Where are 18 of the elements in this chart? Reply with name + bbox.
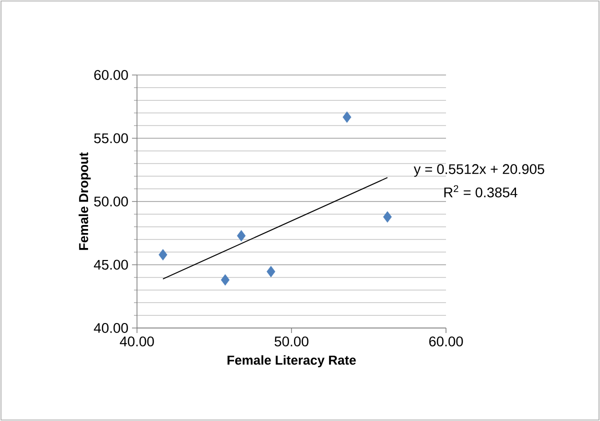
point: [220, 274, 230, 286]
y-tick-label: 40.00: [94, 323, 128, 333]
point: [383, 211, 392, 223]
y-tick-label: 50.00: [94, 196, 128, 206]
point: [158, 249, 168, 260]
x-tick-label: 40.00: [120, 336, 154, 346]
x-tick-label: 60.00: [429, 336, 463, 346]
point: [342, 111, 352, 123]
y-tick-label: 45.00: [94, 260, 128, 270]
point: [266, 266, 276, 278]
y-tick-label: 60.00: [94, 70, 128, 80]
annotation: R$^{2}$ = 0.3854: [444, 185, 518, 198]
x-tick-label: 50.00: [274, 336, 308, 346]
point: [236, 230, 246, 242]
x-axis-title: Female Literacy Rate: [228, 355, 356, 368]
y-tick-label: 55.00: [94, 133, 128, 144]
annotation: y = 0.5512x + 20.905: [414, 164, 544, 177]
y-axis-title: Female Dropout: [78, 152, 91, 250]
